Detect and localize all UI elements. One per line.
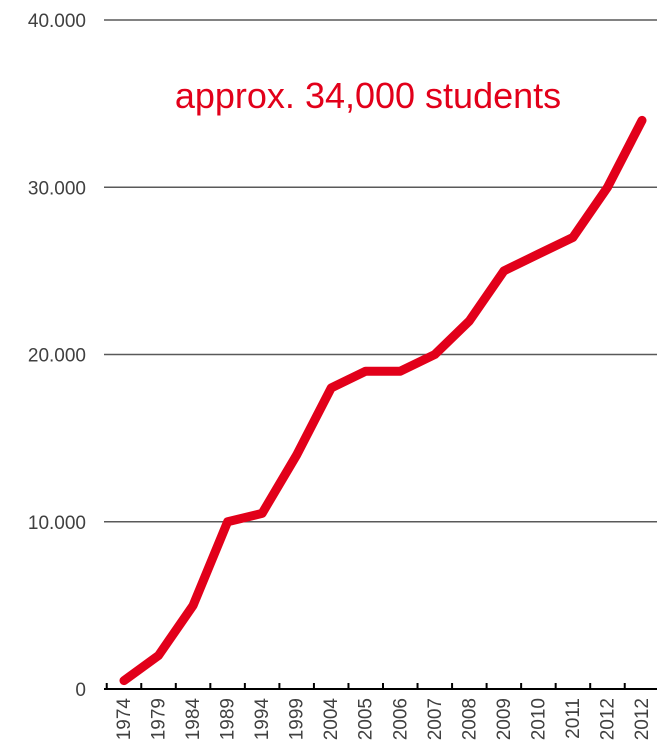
chart-annotation: approx. 34,000 students: [175, 75, 561, 116]
x-tick-label: 2004: [321, 698, 342, 741]
x-tick-label: 2011: [563, 698, 584, 739]
x-tick-label: 2012: [632, 698, 653, 740]
x-tick-label: 1999: [287, 698, 308, 740]
x-tick-label: 1984: [183, 698, 204, 741]
y-axis-tick-labels: 0 10.000 20.000 30.000 40.000: [28, 11, 86, 701]
x-tick-label: 2012: [597, 698, 618, 740]
x-tick-label: 2006: [390, 698, 411, 740]
x-tick-label: 2005: [356, 698, 377, 740]
y-tick-label: 10.000: [28, 513, 86, 534]
x-tick-label: 2010: [528, 698, 549, 740]
y-tick-label: 30.000: [28, 178, 86, 199]
x-tick-label: 1979: [149, 698, 170, 740]
x-tick-label: 2008: [459, 698, 480, 740]
y-tick-label: 20.000: [28, 346, 86, 367]
x-axis: [104, 683, 657, 690]
y-tick-label: 40.000: [28, 11, 86, 32]
x-tick-label: 2007: [425, 698, 446, 740]
x-tick-label: 1994: [252, 698, 273, 741]
series-layer: [119, 115, 647, 686]
series-line: [119, 115, 647, 686]
x-tick-label: 1974: [114, 698, 135, 741]
y-tick-label: 0: [75, 680, 86, 701]
x-tick-label: 1989: [218, 698, 239, 740]
x-axis-tick-labels: 1974 1979 1984 1989 1994 1999 2004 2005 2006 2007…: [114, 698, 653, 741]
gridlines: [104, 19, 657, 523]
x-tick-label: 2009: [494, 698, 515, 740]
